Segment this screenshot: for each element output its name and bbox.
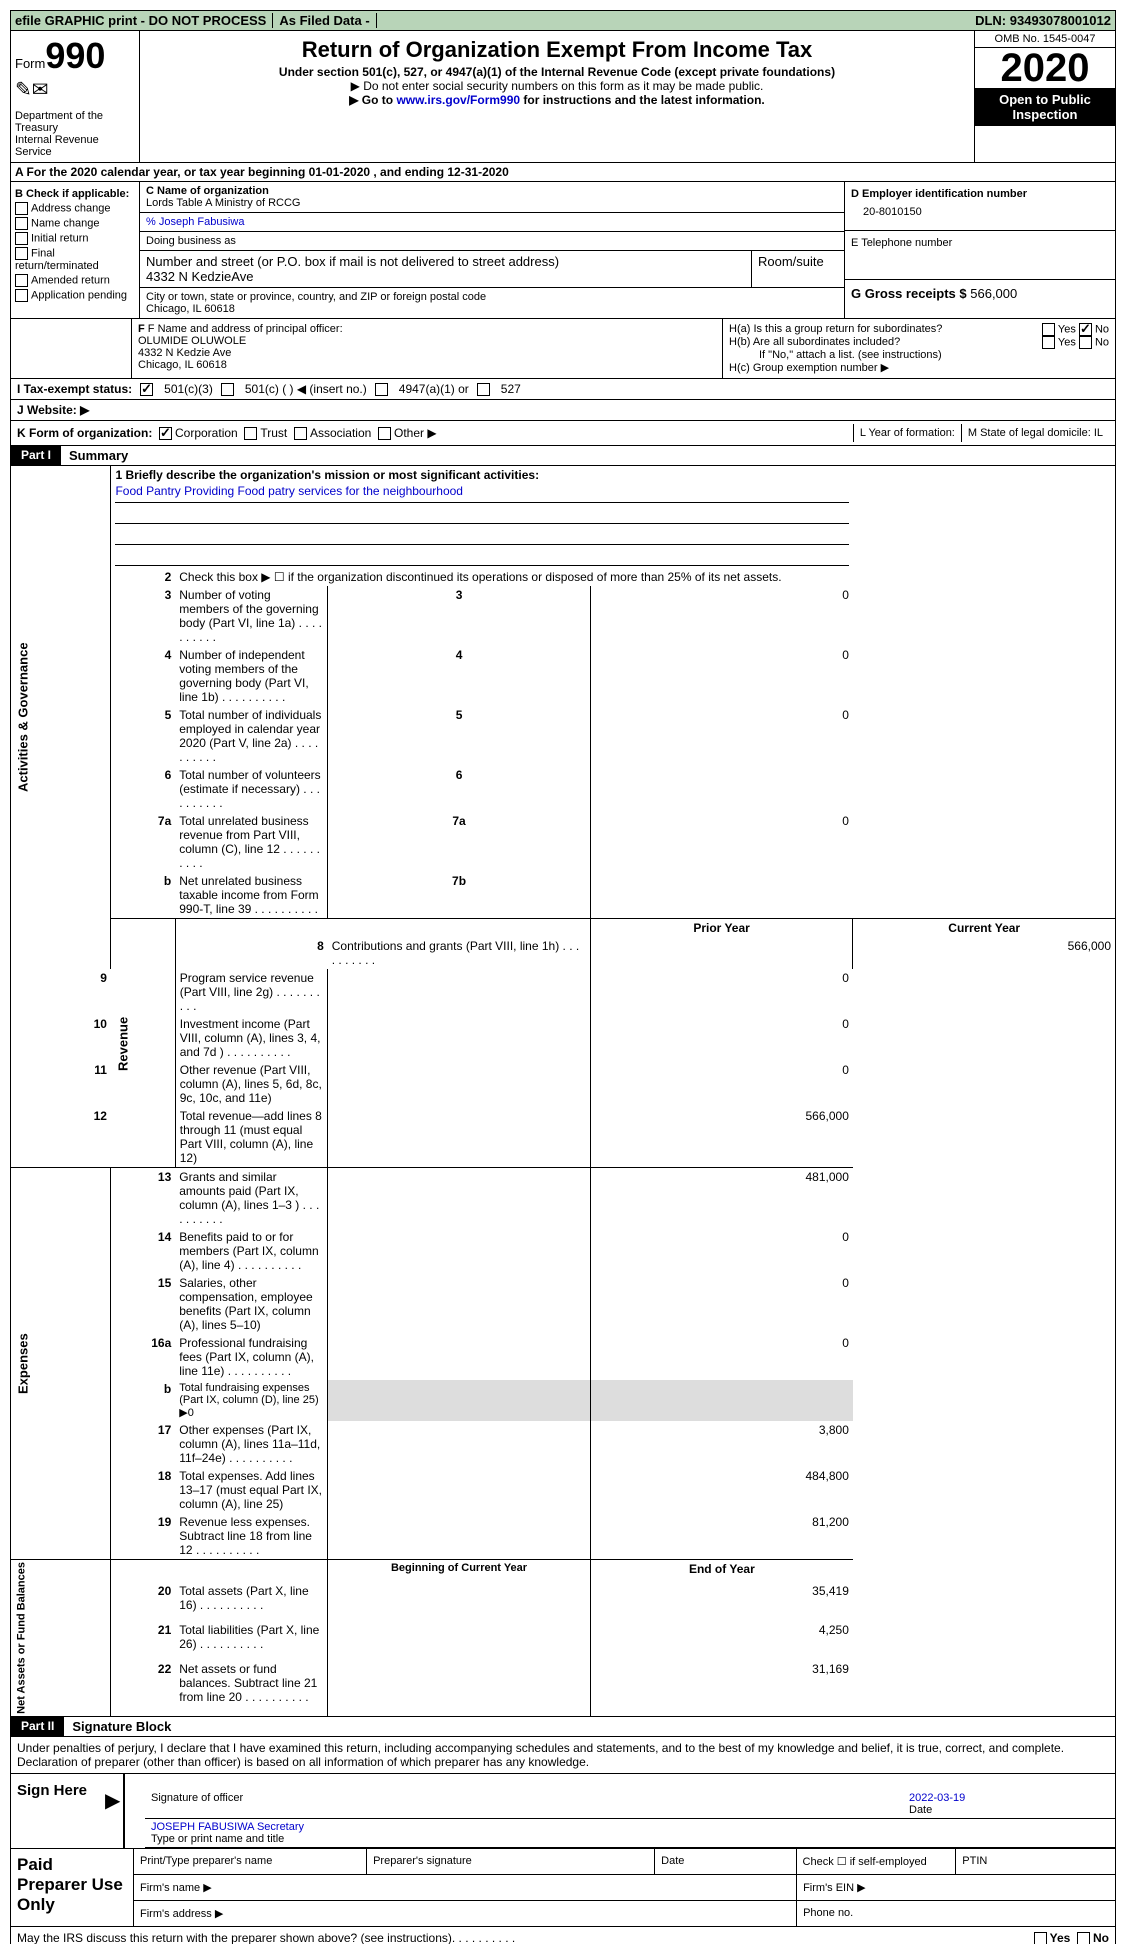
col-c: C Name of organization Lords Table A Min… — [140, 182, 844, 318]
irs-link[interactable]: www.irs.gov/Form990 — [396, 93, 520, 107]
col-d: D Employer identification number 20-8010… — [844, 182, 1115, 318]
efile-text: efile GRAPHIC print - DO NOT PROCESS — [15, 13, 266, 28]
summary-table: Activities & Governance 1 Briefly descri… — [10, 466, 1116, 1717]
row-k: K Form of organization: Corporation Trus… — [10, 421, 1116, 446]
officer-name-link[interactable]: JOSEPH FABUSIWA Secretary — [151, 1821, 304, 1833]
sign-section: Under penalties of perjury, I declare th… — [10, 1737, 1116, 1927]
top-bar: efile GRAPHIC print - DO NOT PROCESS As … — [10, 10, 1116, 31]
form-header: Form990 ✎✉ Department of the Treasury In… — [10, 31, 1116, 163]
col-b: B Check if applicable: Address change Na… — [11, 182, 140, 318]
dln: DLN: 93493078001012 — [975, 13, 1111, 28]
form-title: Return of Organization Exempt From Incom… — [144, 37, 970, 63]
discuss-row: May the IRS discuss this return with the… — [10, 1927, 1116, 1944]
section-b: B Check if applicable: Address change Na… — [10, 182, 1116, 319]
header-center: Return of Organization Exempt From Incom… — [140, 31, 974, 162]
row-a: A For the 2020 calendar year, or tax yea… — [10, 163, 1116, 182]
row-j: J Website: ▶ — [10, 400, 1116, 421]
asfiled-text: As Filed Data - — [272, 13, 376, 28]
row-fh: F F Name and address of principal office… — [10, 319, 1116, 379]
header-left: Form990 ✎✉ Department of the Treasury In… — [11, 31, 140, 162]
part2-header: Part II Signature Block — [10, 1717, 1116, 1737]
part1-header: Part I Summary — [10, 446, 1116, 466]
header-right: OMB No. 1545-0047 2020 Open to Public In… — [974, 31, 1115, 162]
row-i: I Tax-exempt status: 501(c)(3) 501(c) ( … — [10, 379, 1116, 400]
